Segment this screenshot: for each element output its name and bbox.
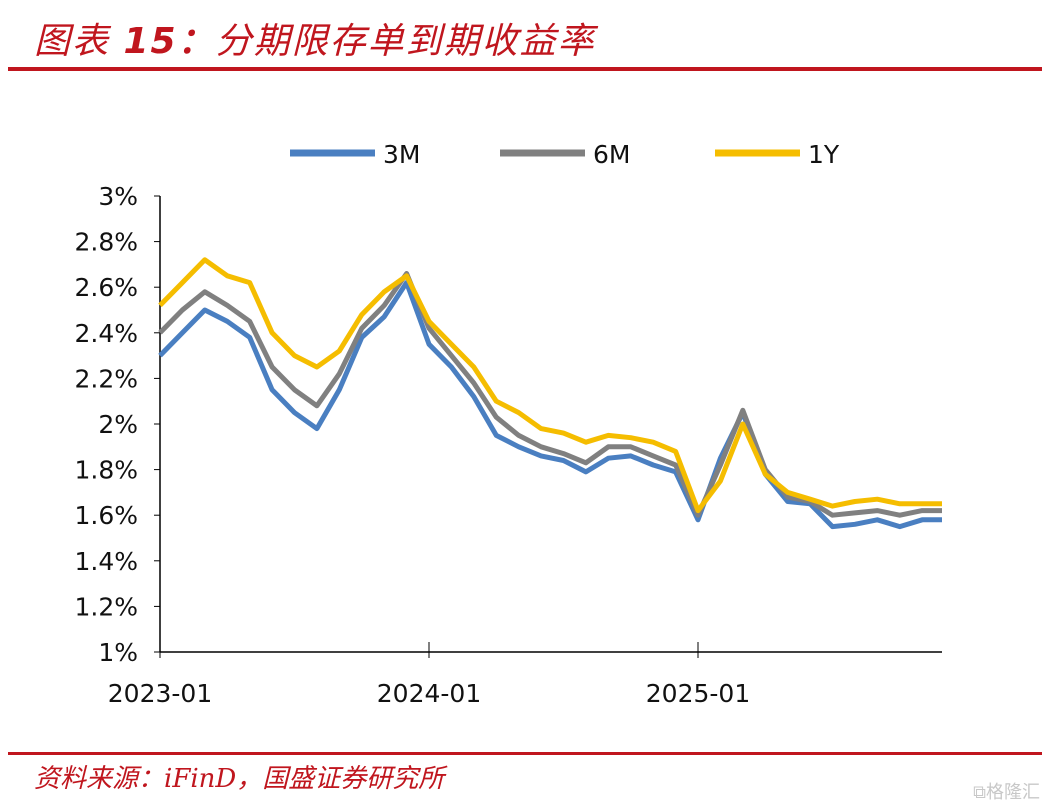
- y-tick-label: 2.4%: [74, 319, 138, 348]
- y-tick-label: 1.2%: [74, 592, 138, 621]
- x-tick-label: 2023-01: [108, 679, 212, 708]
- series-line-6m: [158, 271, 942, 518]
- y-tick-label: 3%: [98, 182, 138, 211]
- y-tick-label: 2%: [98, 410, 138, 439]
- legend: 3M 6M 1Y: [290, 140, 840, 169]
- legend-label-6m: 6M: [593, 140, 630, 169]
- legend-label-1y: 1Y: [808, 140, 840, 169]
- figure-title-text: 分期限存单到期收益率: [215, 21, 596, 62]
- y-tick-label: 1%: [98, 638, 138, 667]
- y-tick-label: 2.6%: [74, 273, 138, 302]
- y-tick-label: 2.8%: [74, 228, 138, 257]
- series-lines: [158, 257, 942, 530]
- x-tick-label: 2025-01: [646, 679, 750, 708]
- legend-label-3m: 3M: [383, 140, 420, 169]
- bottom-rule: [8, 752, 1042, 755]
- watermark-logo: ⧉格隆汇: [973, 782, 1040, 803]
- y-tick-label: 1.6%: [74, 501, 138, 530]
- series-line-1y: [158, 257, 942, 514]
- y-tick-label: 1.8%: [74, 456, 138, 485]
- top-rule: [8, 67, 1042, 71]
- y-tick-label: 1.4%: [74, 547, 138, 576]
- figure-title: 图表 15：分期限存单到期收益率: [34, 12, 596, 64]
- series-line-3m: [158, 280, 942, 530]
- y-tick-label: 2.2%: [74, 364, 138, 393]
- axes: 1% 1.2% 1.4% 1.6% 1.8% 2% 2.2% 2.4% 2.6% 2.8% 3% 20…: [74, 182, 942, 708]
- source-note: 资料来源：iFinD，国盛证券研究所: [34, 764, 445, 794]
- figure-label: 图表: [34, 21, 111, 62]
- figure-number: 15：: [123, 21, 216, 62]
- x-tick-label: 2024-01: [377, 679, 481, 708]
